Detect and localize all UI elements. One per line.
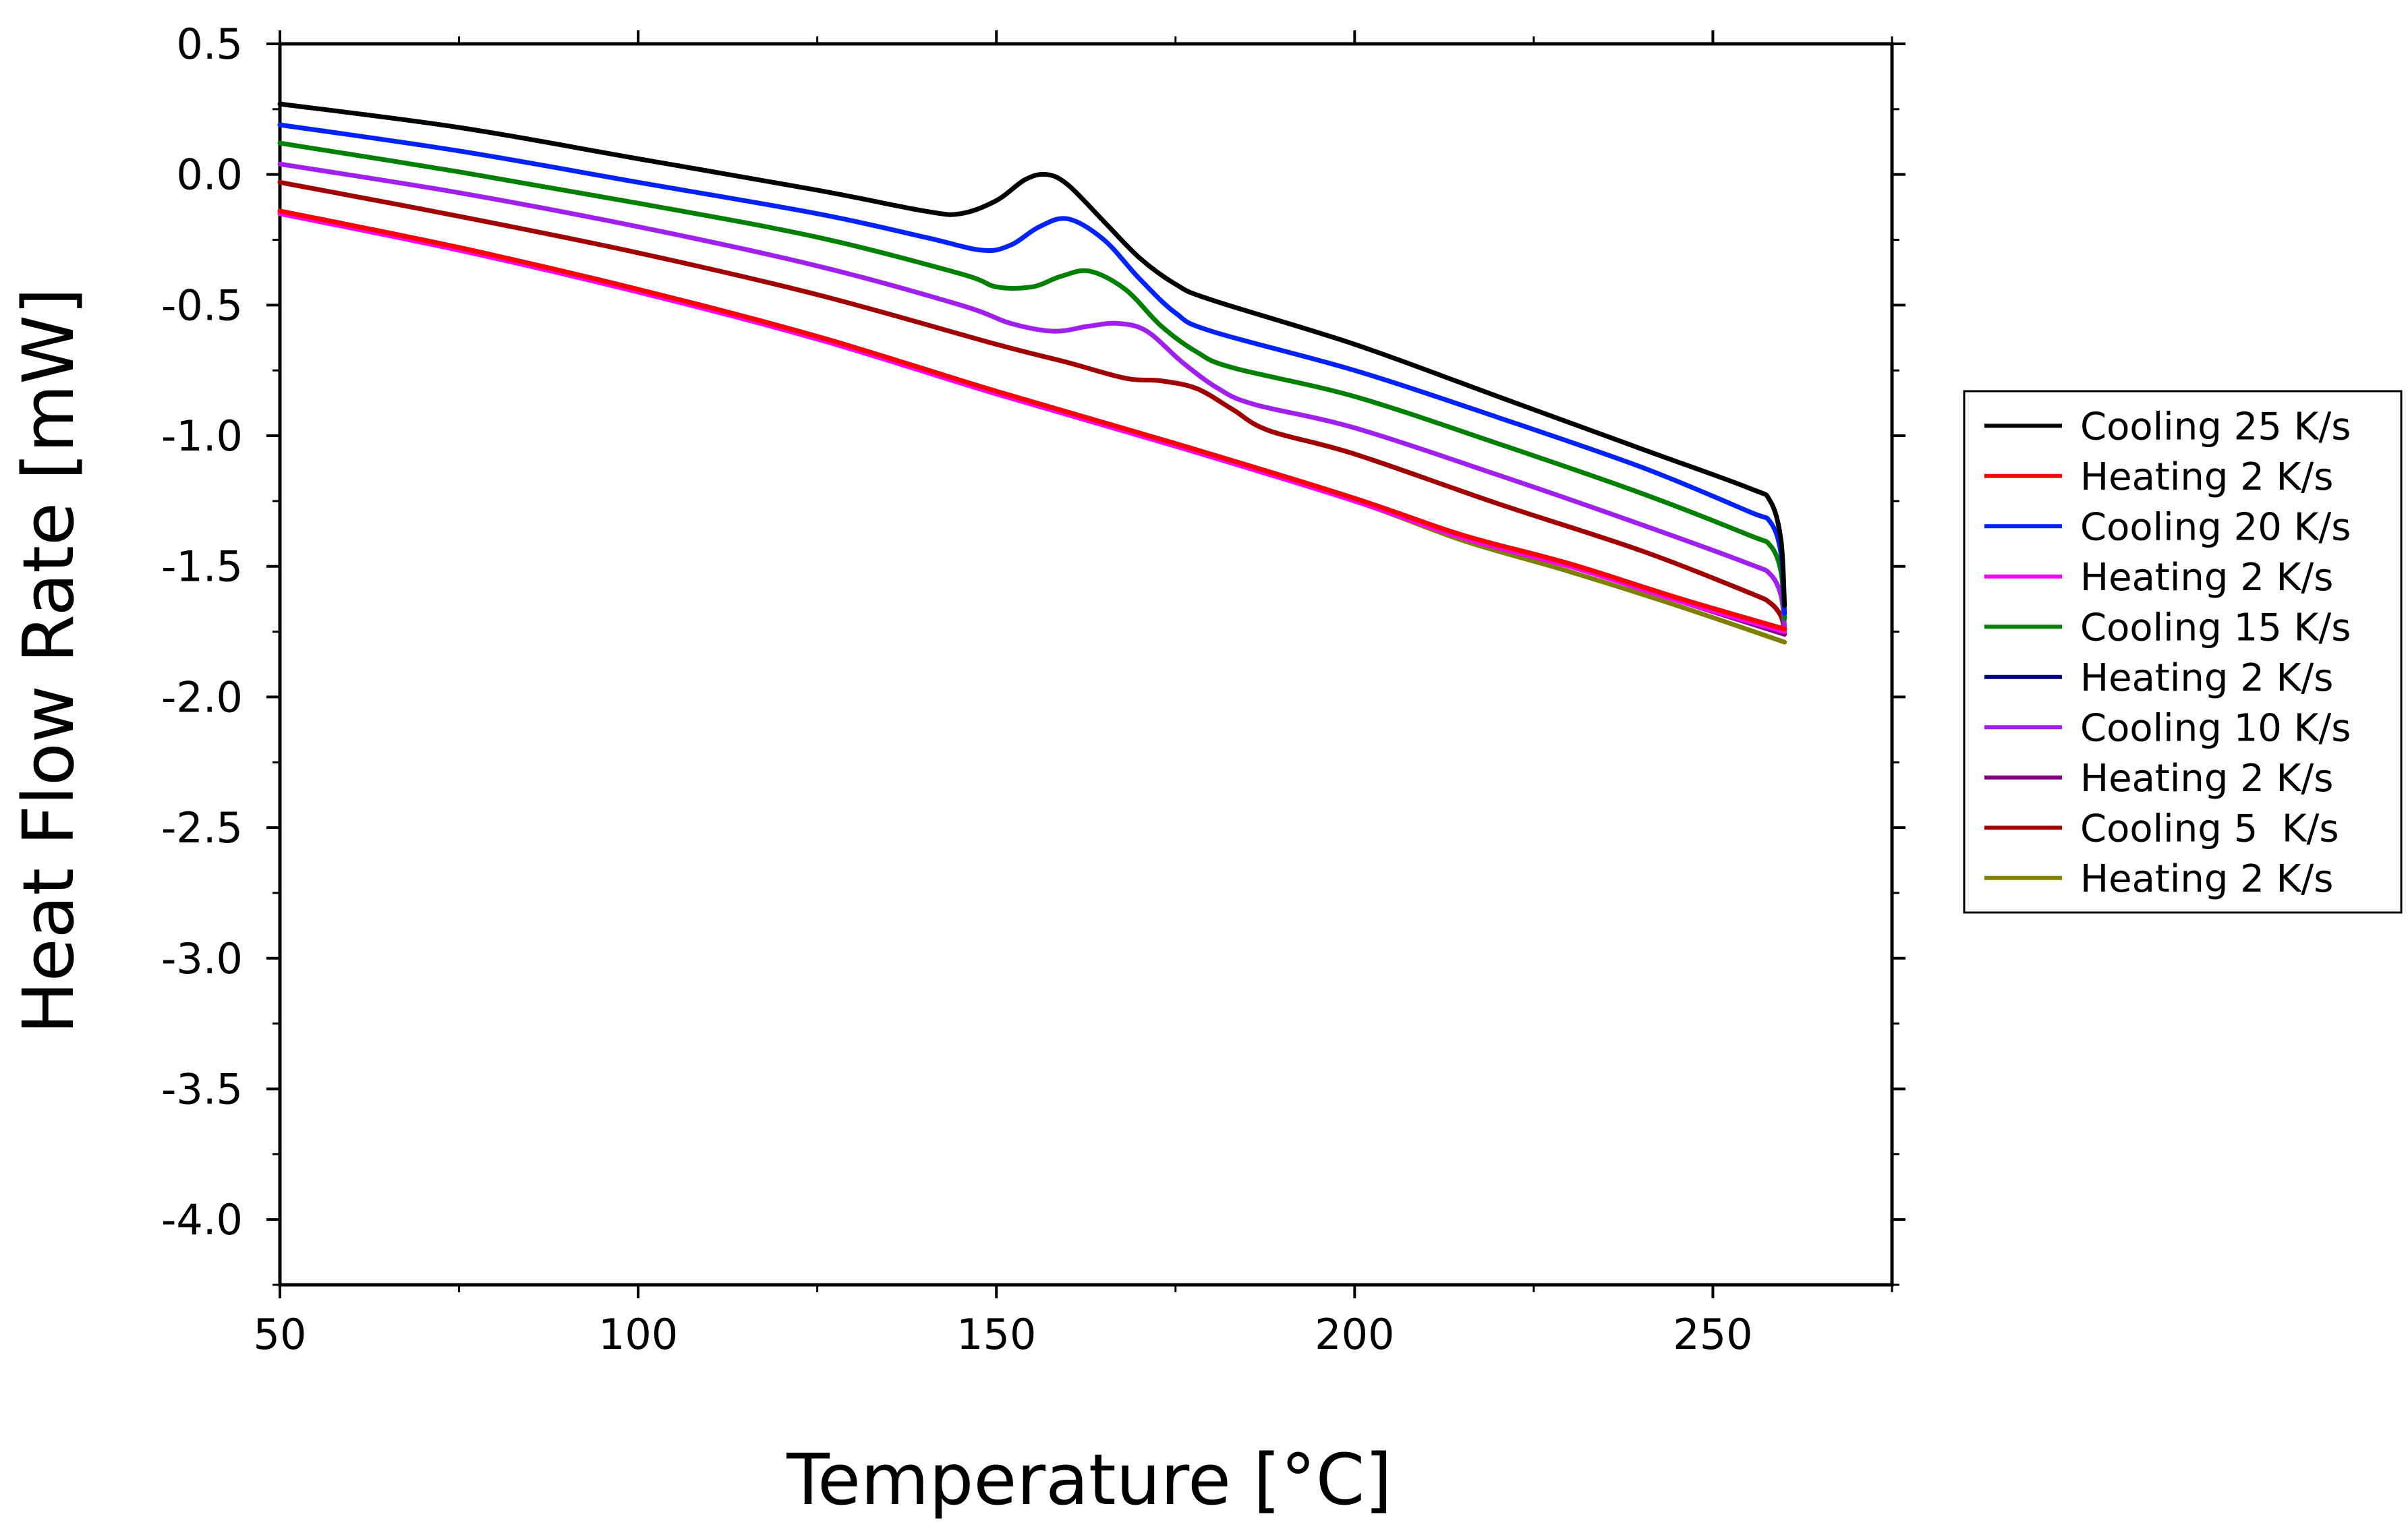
plot-border	[278, 42, 1894, 1287]
legend-label: Cooling 5 K/s	[2080, 807, 2339, 850]
x-tick-label: 250	[1673, 1310, 1752, 1359]
legend-label: Heating 2 K/s	[2080, 757, 2333, 801]
y-tick-label: 0.5	[176, 20, 243, 69]
y-tick-label: -1.0	[161, 411, 243, 461]
y-tick-label: -3.0	[161, 934, 243, 983]
legend-box	[1963, 390, 2403, 914]
series-line-2	[277, 208, 1787, 632]
series-line-4	[277, 211, 1787, 635]
x-tick-label: 200	[1315, 1310, 1394, 1359]
legend-label: Heating 2 K/s	[2080, 656, 2333, 700]
y-tick-label: -3.5	[161, 1064, 243, 1114]
legend-label: Cooling 20 K/s	[2080, 505, 2351, 549]
legend: Cooling 25 K/s Heating 2 K/s Cooling 20 K/…	[1963, 390, 2403, 914]
series-line-5	[277, 140, 1787, 621]
series-line-7	[277, 161, 1787, 629]
legend-label: Heating 2 K/s	[2080, 455, 2333, 499]
x-tick-label: 100	[598, 1310, 678, 1359]
y-tick-label: -2.0	[161, 672, 243, 722]
legend-label: Heating 2 K/s	[2080, 857, 2333, 901]
series-lines	[277, 101, 1787, 645]
x-tick-label: 150	[956, 1310, 1036, 1359]
plot-frame	[278, 42, 1894, 1287]
x-tick-label: 50	[254, 1310, 307, 1359]
y-tick-label: -1.5	[161, 542, 243, 591]
y-axis-title: Heat Flow Rate [mW]	[7, 287, 90, 1034]
series-line-3	[277, 122, 1787, 616]
legend-label: Cooling 15 K/s	[2080, 606, 2351, 649]
series-line-9	[277, 179, 1787, 635]
y-tick-label: -2.5	[161, 803, 243, 853]
axis-ticks: 50 100 150 200 250 0.5 0.0 -0.5 -1.0 -1.5 -2.0 -2.5…	[161, 20, 1905, 1359]
x-axis-title: Temperature [°C]	[786, 1439, 1392, 1521]
series-line-10	[277, 211, 1787, 645]
y-tick-label: 0.0	[176, 150, 243, 200]
y-tick-label: -4.0	[161, 1195, 243, 1244]
legend-label: Cooling 10 K/s	[2080, 706, 2351, 750]
series-line-1	[277, 101, 1787, 608]
legend-label: Heating 2 K/s	[2080, 556, 2333, 600]
legend-label: Cooling 25 K/s	[2080, 405, 2351, 449]
y-tick-label: -0.5	[161, 281, 243, 330]
